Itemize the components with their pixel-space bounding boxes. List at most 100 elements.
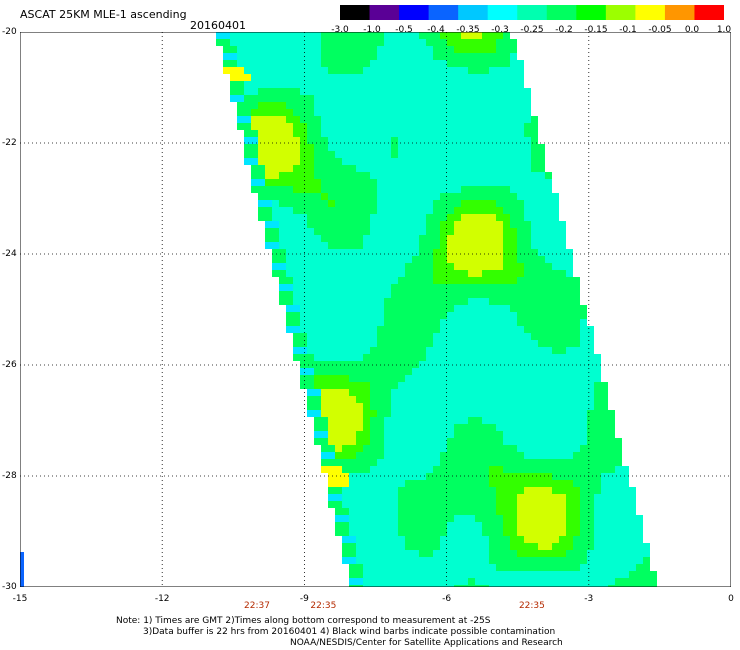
- swath-pixel: [398, 67, 405, 74]
- swath-pixel: [573, 361, 580, 368]
- swath-pixel: [391, 480, 398, 487]
- swath-pixel: [279, 200, 286, 207]
- swath-pixel: [496, 109, 503, 116]
- swath-pixel: [524, 445, 531, 452]
- swath-pixel: [524, 564, 531, 571]
- swath-pixel: [643, 564, 650, 571]
- swath-pixel: [342, 81, 349, 88]
- swath-pixel: [510, 494, 517, 501]
- swath-pixel: [461, 494, 468, 501]
- swath-pixel: [538, 571, 545, 578]
- swath-pixel: [524, 487, 531, 494]
- swath-pixel: [559, 557, 566, 564]
- swath-pixel: [265, 46, 272, 53]
- swath-pixel: [405, 179, 412, 186]
- swath-pixel: [475, 228, 482, 235]
- swath-pixel: [426, 438, 433, 445]
- swath-pixel: [461, 361, 468, 368]
- swath-pixel: [622, 487, 629, 494]
- swath-pixel: [398, 508, 405, 515]
- swath-pixel: [286, 109, 293, 116]
- swath-pixel: [475, 81, 482, 88]
- swath-pixel: [384, 557, 391, 564]
- swath-pixel: [531, 214, 538, 221]
- swath-pixel: [398, 417, 405, 424]
- swath-pixel: [307, 354, 314, 361]
- swath-pixel: [559, 564, 566, 571]
- swath-pixel: [524, 333, 531, 340]
- swath-pixel: [594, 487, 601, 494]
- swath-pixel: [419, 305, 426, 312]
- swath-pixel: [461, 466, 468, 473]
- swath-pixel: [447, 172, 454, 179]
- swath-pixel: [377, 508, 384, 515]
- swath-pixel: [615, 438, 622, 445]
- swath-pixel: [517, 214, 524, 221]
- swath-pixel: [349, 277, 356, 284]
- swath-pixel: [419, 123, 426, 130]
- swath-pixel: [335, 32, 342, 39]
- swath-pixel: [426, 270, 433, 277]
- swath-pixel: [384, 81, 391, 88]
- swath-pixel: [503, 186, 510, 193]
- swath-pixel: [398, 389, 405, 396]
- swath-pixel: [580, 557, 587, 564]
- swath-pixel: [454, 508, 461, 515]
- swath-pixel: [447, 354, 454, 361]
- swath-pixel: [286, 144, 293, 151]
- swath-pixel: [510, 480, 517, 487]
- swath-pixel: [286, 74, 293, 81]
- swath-pixel: [321, 235, 328, 242]
- swath-pixel: [321, 53, 328, 60]
- colorbar-swatch: [487, 5, 518, 20]
- swath-pixel: [475, 564, 482, 571]
- swath-pixel: [363, 109, 370, 116]
- swath-pixel: [419, 508, 426, 515]
- swath-pixel: [265, 95, 272, 102]
- swath-pixel: [405, 319, 412, 326]
- swath-pixel: [300, 88, 307, 95]
- swath-pixel: [314, 95, 321, 102]
- swath-pixel: [321, 459, 328, 466]
- swath-pixel: [454, 431, 461, 438]
- swath-pixel: [475, 235, 482, 242]
- swath-pixel: [398, 452, 405, 459]
- swath-pixel: [384, 116, 391, 123]
- swath-pixel: [391, 522, 398, 529]
- swath-pixel: [475, 221, 482, 228]
- swath-pixel: [433, 151, 440, 158]
- swath-pixel: [545, 333, 552, 340]
- swath-pixel: [349, 81, 356, 88]
- swath-pixel: [454, 109, 461, 116]
- swath-pixel: [426, 298, 433, 305]
- swath-pixel: [433, 305, 440, 312]
- swath-pixel: [594, 445, 601, 452]
- swath-pixel: [454, 60, 461, 67]
- swath-pixel: [475, 270, 482, 277]
- swath-pixel: [489, 151, 496, 158]
- swath-pixel: [391, 368, 398, 375]
- swath-pixel: [265, 235, 272, 242]
- swath-pixel: [377, 151, 384, 158]
- swath-pixel: [412, 228, 419, 235]
- swath-pixel: [405, 368, 412, 375]
- swath-pixel: [328, 81, 335, 88]
- swath-pixel: [398, 256, 405, 263]
- swath-pixel: [489, 144, 496, 151]
- swath-pixel: [573, 277, 580, 284]
- swath-pixel: [370, 403, 377, 410]
- swath-pixel: [356, 270, 363, 277]
- note-line-1: Note: 1) Times are GMT 2)Times along bot…: [116, 616, 491, 626]
- swath-pixel: [531, 417, 538, 424]
- swath-pixel: [293, 186, 300, 193]
- swath-pixel: [328, 326, 335, 333]
- swath-pixel: [454, 165, 461, 172]
- swath-pixel: [342, 88, 349, 95]
- swath-pixel: [433, 235, 440, 242]
- swath-pixel: [538, 172, 545, 179]
- swath-pixel: [419, 431, 426, 438]
- swath-pixel: [419, 95, 426, 102]
- swath-pixel: [370, 123, 377, 130]
- swath-pixel: [391, 445, 398, 452]
- swath-pixel: [328, 298, 335, 305]
